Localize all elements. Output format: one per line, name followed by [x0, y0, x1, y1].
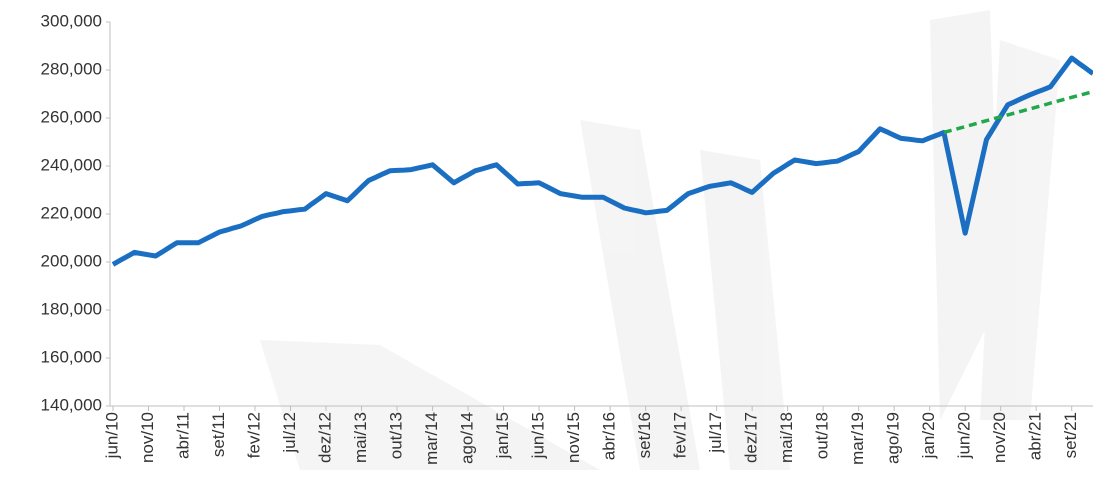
x-tick-label: jul/17 [706, 412, 725, 454]
x-tick-label: nov/15 [564, 412, 583, 463]
x-tick-label: set/21 [1061, 412, 1080, 458]
x-tick-label: mar/19 [848, 412, 867, 465]
y-tick-label: 300,000 [41, 11, 102, 30]
x-tick-label: nov/20 [990, 412, 1009, 463]
y-tick-label: 280,000 [41, 59, 102, 78]
x-tick-label: mai/13 [351, 412, 370, 463]
x-tick-label: jun/10 [102, 412, 121, 459]
chart: 140,000 160,000 180,000 200,000 220,000 240,0… [0, 0, 1093, 482]
x-tick-label: ago/14 [458, 412, 477, 464]
x-tick-label: jan/20 [919, 412, 938, 459]
y-tick-label: 220,000 [41, 203, 102, 222]
y-tick-label: 200,000 [41, 251, 102, 270]
x-tick-label: abr/11 [173, 412, 192, 459]
x-tick-label: jun/15 [529, 412, 548, 459]
x-tick-label: mar/14 [422, 412, 441, 465]
y-tick-label: 160,000 [41, 347, 102, 366]
x-tick-label: mai/18 [777, 412, 796, 463]
y-tick-label: 180,000 [41, 299, 102, 318]
y-tick-label: 140,000 [41, 395, 102, 414]
x-tick-label: abr/16 [600, 412, 619, 460]
x-tick-label: jul/12 [280, 412, 299, 454]
x-tick-label: out/13 [387, 412, 406, 459]
y-tick-label: 260,000 [41, 107, 102, 126]
x-tick-label: ago/19 [884, 412, 903, 464]
x-tick-label: out/18 [813, 412, 832, 459]
y-tick-label: 240,000 [41, 155, 102, 174]
x-tick-label: dez/17 [742, 412, 761, 463]
x-tick-label: jun/20 [955, 412, 974, 459]
x-tick-label: dez/12 [316, 412, 335, 463]
x-tick-label: jan/15 [493, 412, 512, 459]
x-tick-label: set/16 [635, 412, 654, 458]
x-tick-label: nov/10 [138, 412, 157, 463]
x-tick-label: fev/17 [671, 412, 690, 458]
x-tick-label: set/11 [209, 412, 228, 457]
x-tick-label: abr/21 [1026, 412, 1045, 460]
watermark [260, 10, 1060, 470]
x-tick-label: fev/12 [245, 412, 264, 458]
